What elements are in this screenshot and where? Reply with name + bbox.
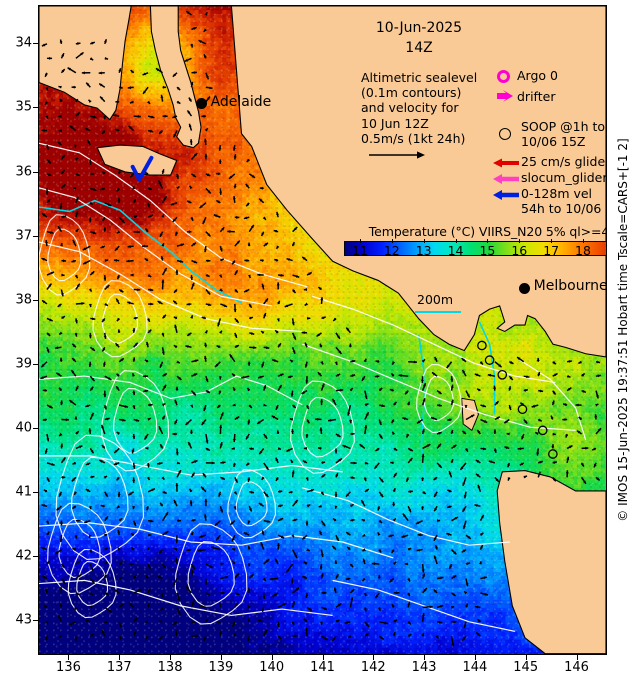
colorbar-tick-label: 16 xyxy=(511,243,527,258)
y-tick-mark xyxy=(33,427,38,429)
colorbar-tick-label: 14 xyxy=(448,243,464,258)
bathymetry-legend-line xyxy=(415,311,461,313)
colorbar-tick xyxy=(487,239,489,243)
title-date: 10-Jun-2025 xyxy=(359,18,479,38)
y-tick-mark xyxy=(33,107,38,109)
soop-circle-icon xyxy=(499,128,511,140)
credit-text: © IMOS 15-Jun-2025 19:37:51 Hobart time … xyxy=(616,138,630,521)
y-tick-mark xyxy=(33,171,38,173)
map-overlays xyxy=(39,6,606,654)
title-time: 14Z xyxy=(359,38,479,58)
x-tick-mark xyxy=(119,655,121,660)
colorbar-tick xyxy=(583,239,584,243)
colorbar-tick xyxy=(359,239,361,243)
x-tick-mark xyxy=(424,655,426,660)
city-dot-melbourne xyxy=(519,282,531,294)
colorbar-tick-label: 17 xyxy=(543,243,559,258)
y-tick-mark xyxy=(33,363,38,365)
slocum-arrow-icon xyxy=(493,174,519,184)
y-tick-label: 38 xyxy=(8,292,32,307)
x-tick-mark xyxy=(373,655,375,660)
altimetry-info-text: Altimetric sealevel (0.1m contours) and … xyxy=(361,70,477,146)
colorbar-tick-label: 12 xyxy=(384,243,400,258)
x-tick-label: 141 xyxy=(310,660,335,675)
legend-label-soop: SOOP @1h to 10/06 15Z xyxy=(521,119,605,149)
velocity-scale-arrow-icon xyxy=(369,151,425,159)
colorbar-tick-label: 18 xyxy=(575,243,591,258)
map-title: 10-Jun-2025 14Z xyxy=(359,18,479,58)
x-tick-label: 145 xyxy=(513,660,538,675)
y-tick-label: 35 xyxy=(8,100,32,115)
city-label-adelaide: Adelaide xyxy=(211,94,272,110)
x-tick-mark xyxy=(576,655,578,660)
x-tick-label: 142 xyxy=(361,660,386,675)
colorbar-tick xyxy=(551,239,553,243)
city-label-melbourne: Melbourne xyxy=(534,278,606,294)
x-tick-mark xyxy=(474,655,476,660)
x-tick-mark xyxy=(220,655,222,660)
x-tick-label: 139 xyxy=(208,660,233,675)
x-tick-mark xyxy=(170,655,172,660)
x-tick-label: 144 xyxy=(462,660,487,675)
y-tick-mark xyxy=(33,619,38,621)
legend-label-argo: Argo 0 xyxy=(517,68,558,83)
colorbar-tick xyxy=(423,239,425,243)
credit-holder: © IMOS 15-Jun-2025 19:37:51 Hobart time … xyxy=(606,0,640,660)
legend-label-vel: 0-128m vel 54h to 10/06 19Z xyxy=(521,186,606,216)
y-tick-mark xyxy=(33,491,38,493)
legend-label-slocum: slocum_glider 0m xyxy=(521,170,606,185)
y-tick-label: 41 xyxy=(8,484,32,499)
y-tick-mark xyxy=(33,43,38,45)
y-tick-label: 37 xyxy=(8,228,32,243)
drifter-arrow-icon xyxy=(497,90,513,102)
argo-ring-icon xyxy=(497,70,510,83)
colorbar-tick-label: 15 xyxy=(479,243,495,258)
colorbar-tick xyxy=(519,239,521,243)
y-tick-label: 42 xyxy=(8,548,32,563)
colorbar-title: Temperature (°C) VIIRS_N20 5% ql>=4 xyxy=(344,224,606,239)
y-tick-label: 36 xyxy=(8,164,32,179)
colorbar-tick xyxy=(391,239,393,243)
y-tick-label: 39 xyxy=(8,356,32,371)
glide-arrow-icon xyxy=(493,158,519,168)
x-tick-mark xyxy=(525,655,527,660)
map-plot-area[interactable]: Adelaide Melbourne 200m 10-Jun-2025 14Z … xyxy=(38,5,607,655)
legend-label-glide: 25 cm/s glide xyxy=(521,154,605,169)
y-tick-label: 40 xyxy=(8,420,32,435)
colorbar-tick xyxy=(455,239,457,243)
x-tick-label: 138 xyxy=(158,660,183,675)
legend-label-drifter: drifter xyxy=(517,89,555,104)
temperature-colorbar[interactable]: Temperature (°C) VIIRS_N20 5% ql>=4 11 12… xyxy=(344,224,606,258)
x-tick-mark xyxy=(271,655,273,660)
y-tick-mark xyxy=(33,555,38,557)
colorbar-tick-label: 11 xyxy=(352,243,368,258)
y-tick-mark xyxy=(33,299,38,301)
colorbar-tick-label: 13 xyxy=(416,243,432,258)
x-tick-label: 137 xyxy=(107,660,132,675)
x-tick-label: 136 xyxy=(56,660,81,675)
x-tick-mark xyxy=(68,655,70,660)
vel-arrow-icon xyxy=(493,190,519,200)
x-tick-label: 146 xyxy=(564,660,589,675)
x-tick-mark xyxy=(322,655,324,660)
x-tick-label: 140 xyxy=(259,660,284,675)
y-tick-label: 34 xyxy=(8,36,32,51)
x-tick-label: 143 xyxy=(412,660,437,675)
y-tick-mark xyxy=(33,235,38,237)
colorbar-gradient xyxy=(344,241,606,256)
y-tick-label: 43 xyxy=(8,612,32,627)
city-dot-adelaide xyxy=(196,98,208,110)
bathymetry-label: 200m xyxy=(417,292,453,307)
